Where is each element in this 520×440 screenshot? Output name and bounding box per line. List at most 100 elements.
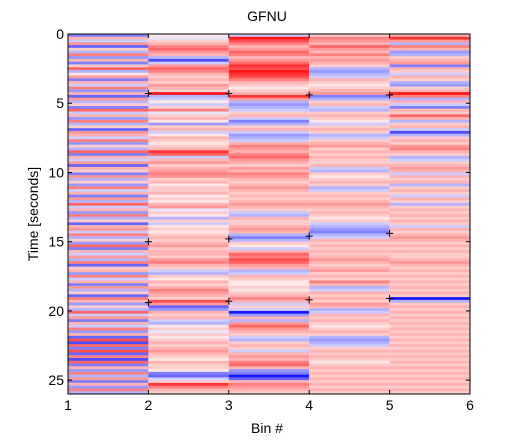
heatmap-cell	[148, 228, 228, 231]
heatmap-cell	[390, 123, 470, 126]
heatmap-cell	[390, 70, 470, 73]
heatmap-cell	[309, 314, 389, 317]
heatmap-cell	[229, 220, 309, 223]
heatmap-cell	[148, 267, 228, 270]
heatmap-cell	[229, 256, 309, 259]
heatmap-cell	[390, 53, 470, 56]
heatmap-cell	[148, 42, 228, 45]
heatmap-cell	[148, 95, 228, 98]
heatmap-cell	[309, 280, 389, 283]
heatmap-cell	[148, 70, 228, 73]
heatmap-cell	[68, 64, 148, 67]
heatmap-cell	[68, 148, 148, 151]
heatmap-cell	[229, 311, 309, 314]
heatmap-cell	[229, 347, 309, 350]
heatmap-cell	[148, 233, 228, 236]
heatmap-cell	[229, 275, 309, 278]
heatmap-cell	[229, 361, 309, 364]
heatmap-cell	[390, 280, 470, 283]
heatmap-cell	[309, 355, 389, 358]
heatmap-cell	[229, 261, 309, 264]
heatmap-cell	[68, 377, 148, 380]
heatmap-cell	[68, 292, 148, 295]
heatmap-cell	[390, 103, 470, 106]
heatmap-cell	[309, 40, 389, 43]
heatmap-cell	[68, 62, 148, 65]
heatmap-cell	[68, 319, 148, 322]
heatmap-cell	[148, 161, 228, 164]
heatmap-cell	[68, 289, 148, 292]
heatmap-cell	[390, 278, 470, 281]
heatmap-cell	[390, 195, 470, 198]
heatmap-cell	[148, 217, 228, 220]
heatmap-cell	[229, 161, 309, 164]
heatmap-cell	[229, 294, 309, 297]
heatmap-cell	[309, 294, 389, 297]
heatmap-cell	[390, 388, 470, 391]
heatmap-cell	[229, 344, 309, 347]
heatmap-cell	[148, 150, 228, 153]
heatmap-cell	[68, 134, 148, 137]
heatmap-cell	[390, 142, 470, 145]
heatmap-cell	[229, 242, 309, 245]
heatmap-cell	[309, 375, 389, 378]
heatmap-cell	[68, 314, 148, 317]
heatmap-cell	[309, 139, 389, 142]
heatmap-cell	[229, 305, 309, 308]
heatmap-cell	[148, 292, 228, 295]
heatmap-cell	[309, 275, 389, 278]
heatmap-cell	[390, 172, 470, 175]
heatmap-cell	[390, 377, 470, 380]
heatmap-cell	[68, 352, 148, 355]
heatmap-cell	[148, 364, 228, 367]
heatmap-cell	[229, 247, 309, 250]
heatmap-cell	[390, 272, 470, 275]
heatmap-cell	[390, 89, 470, 92]
heatmap-cell	[68, 98, 148, 101]
heatmap-cell	[390, 350, 470, 353]
heatmap-cell	[229, 89, 309, 92]
heatmap-cell	[390, 40, 470, 43]
heatmap-cell	[68, 380, 148, 383]
heatmap-cell	[390, 264, 470, 267]
heatmap-cell	[309, 383, 389, 386]
heatmap-cell	[229, 189, 309, 192]
heatmap-cell	[309, 386, 389, 389]
heatmap-cell	[229, 178, 309, 181]
heatmap-cell	[229, 109, 309, 112]
heatmap-cell	[68, 267, 148, 270]
heatmap-cell	[68, 164, 148, 167]
heatmap-cell	[229, 314, 309, 317]
heatmap-cell	[68, 333, 148, 336]
heatmap-cell	[229, 112, 309, 115]
heatmap-cell	[148, 84, 228, 87]
y-tick-label: 5	[56, 95, 64, 111]
heatmap-cell	[309, 261, 389, 264]
heatmap-cell	[390, 217, 470, 220]
heatmap-cell	[148, 189, 228, 192]
heatmap-cell	[309, 89, 389, 92]
heatmap-cell	[390, 236, 470, 239]
heatmap-cell	[390, 355, 470, 358]
y-tick-label: 10	[48, 164, 64, 180]
heatmap-cell	[309, 170, 389, 173]
heatmap-cell	[148, 316, 228, 319]
x-tick-label: 6	[466, 397, 474, 413]
heatmap-cell	[309, 84, 389, 87]
heatmap-cell	[390, 76, 470, 79]
heatmap-cell	[309, 200, 389, 203]
heatmap-cell	[390, 267, 470, 270]
heatmap-cell	[229, 217, 309, 220]
heatmap-cell	[229, 120, 309, 123]
heatmap-cell	[68, 244, 148, 247]
heatmap-cell	[229, 195, 309, 198]
heatmap-cell	[68, 369, 148, 372]
heatmap-cell	[148, 386, 228, 389]
heatmap-cell	[148, 192, 228, 195]
heatmap-cell	[309, 51, 389, 54]
heatmap-cell	[148, 195, 228, 198]
heatmap-cell	[309, 377, 389, 380]
heatmap-cell	[68, 330, 148, 333]
heatmap-cell	[390, 186, 470, 189]
heatmap-cell	[68, 195, 148, 198]
